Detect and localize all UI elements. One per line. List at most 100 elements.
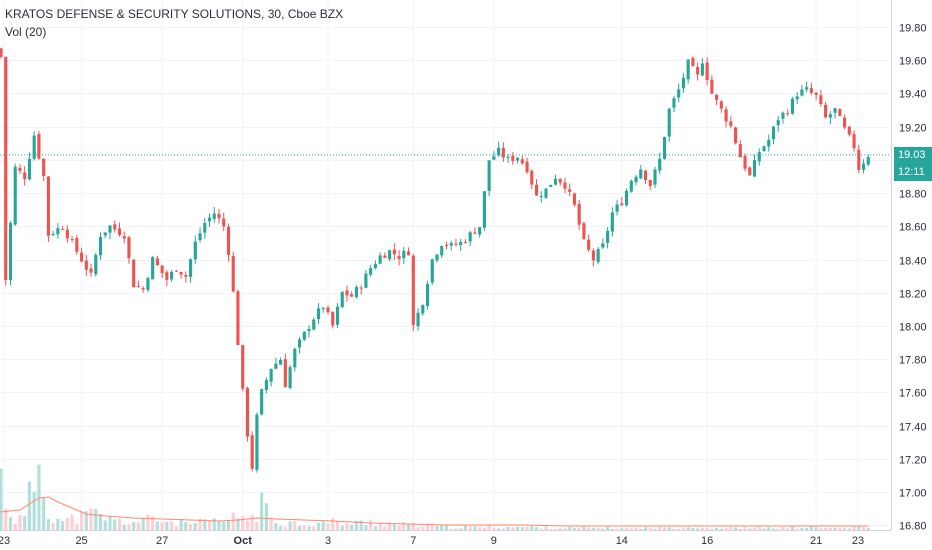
candle-body [212, 213, 216, 220]
y-tick-label: 18.40 [899, 256, 927, 268]
volume-bar [307, 526, 311, 530]
candle-body [568, 189, 572, 192]
volume-bar [553, 528, 558, 530]
price-axis[interactable]: 19.8019.6019.4019.2019.0018.8018.6018.40… [899, 23, 927, 533]
candle-body [193, 241, 197, 260]
volume-bar [767, 527, 771, 530]
candle-body [354, 287, 359, 298]
candle-body [672, 98, 676, 108]
candle-body [748, 167, 752, 176]
y-tick-label: 18.00 [899, 322, 927, 334]
volume-bar [260, 492, 264, 530]
candle-body [715, 94, 719, 100]
x-tick-label: 14 [616, 535, 628, 547]
volume-bar [473, 526, 477, 530]
volume-bar [525, 526, 529, 530]
volume-bar [606, 526, 610, 530]
volume-bar [790, 526, 795, 530]
volume-bar [402, 522, 406, 530]
candle-body [231, 256, 235, 292]
volume-bar [331, 518, 335, 530]
volume-bar [136, 522, 141, 530]
candle-body [383, 255, 387, 258]
candle-body [662, 137, 667, 159]
bar-countdown-badge: 12:11 [894, 163, 932, 181]
candle-body [809, 88, 813, 93]
candle-body [359, 287, 363, 289]
candle-body [738, 144, 742, 158]
volume-bar [170, 521, 174, 530]
volume-bar [478, 526, 482, 530]
candle-body [719, 101, 723, 109]
candle-body [435, 254, 439, 261]
candle-body [444, 245, 449, 247]
candle-body [449, 242, 453, 246]
volume-bar [321, 521, 325, 530]
candle-body [511, 155, 515, 161]
candle-body [373, 264, 377, 269]
x-tick-label: 27 [156, 535, 168, 547]
volume-bar [672, 528, 676, 530]
candle-body [70, 238, 74, 240]
candle-body [677, 89, 681, 98]
volume-bar [842, 527, 847, 530]
candle-body [440, 246, 444, 256]
candle-body [686, 59, 690, 80]
candle-body [852, 134, 856, 149]
candle-body [577, 203, 581, 225]
candle-body [866, 157, 870, 165]
volume-bar [117, 518, 122, 530]
volume-bar [217, 520, 221, 530]
candle-body [478, 227, 482, 235]
volume-bar [241, 515, 245, 530]
volume-bar [8, 517, 13, 530]
candle-body [326, 307, 330, 313]
candle-body [274, 363, 278, 369]
volume-bar [487, 525, 491, 530]
volume-bar [762, 528, 766, 530]
candle-body [51, 234, 55, 236]
volume-bar [297, 526, 302, 530]
volume-bar [563, 528, 567, 530]
candle-body [454, 243, 458, 245]
candle-body [819, 95, 823, 104]
candle-body [32, 135, 36, 159]
volume-bar [236, 518, 240, 530]
candle-body [771, 126, 776, 140]
candle-body [691, 57, 695, 67]
time-axis[interactable]: 23 25 27 Oct 3 7 9 14 16 21 23 [0, 535, 864, 547]
volume-bar [700, 527, 704, 530]
volume-bar [511, 527, 515, 530]
volume-bar [497, 528, 501, 530]
volume-indicator-label[interactable]: Vol (20) [5, 25, 47, 39]
candle-body [245, 388, 250, 437]
candle-body [705, 62, 709, 80]
volume-bar [710, 528, 714, 530]
volume-bar [686, 527, 690, 530]
candle-body [302, 331, 306, 340]
candle-body [146, 278, 150, 290]
volume-bar [468, 526, 472, 530]
volume-bar [378, 523, 382, 530]
volume-bar [160, 522, 164, 530]
symbol-title[interactable]: KRATOS DEFENSE & SECURITY SOLUTIONS, 30,… [5, 7, 344, 21]
volume-bar [359, 520, 363, 530]
volume-bar [335, 521, 340, 530]
volume-bar [94, 508, 98, 530]
candle-body [639, 169, 643, 179]
y-tick-label: 16.80 [899, 521, 927, 533]
candle-body [847, 126, 851, 135]
volume-bar [492, 527, 496, 530]
volume-bar [691, 528, 695, 530]
volume-bar [610, 529, 614, 530]
volume-bar [198, 518, 202, 530]
candle-body [624, 190, 629, 206]
candle-body [56, 228, 60, 235]
candle-body [591, 250, 595, 261]
volume-bar [293, 521, 297, 530]
volume-bar [184, 522, 188, 530]
volume-bar [615, 528, 619, 530]
volume-bar [18, 515, 22, 530]
volume-bar [833, 527, 837, 530]
